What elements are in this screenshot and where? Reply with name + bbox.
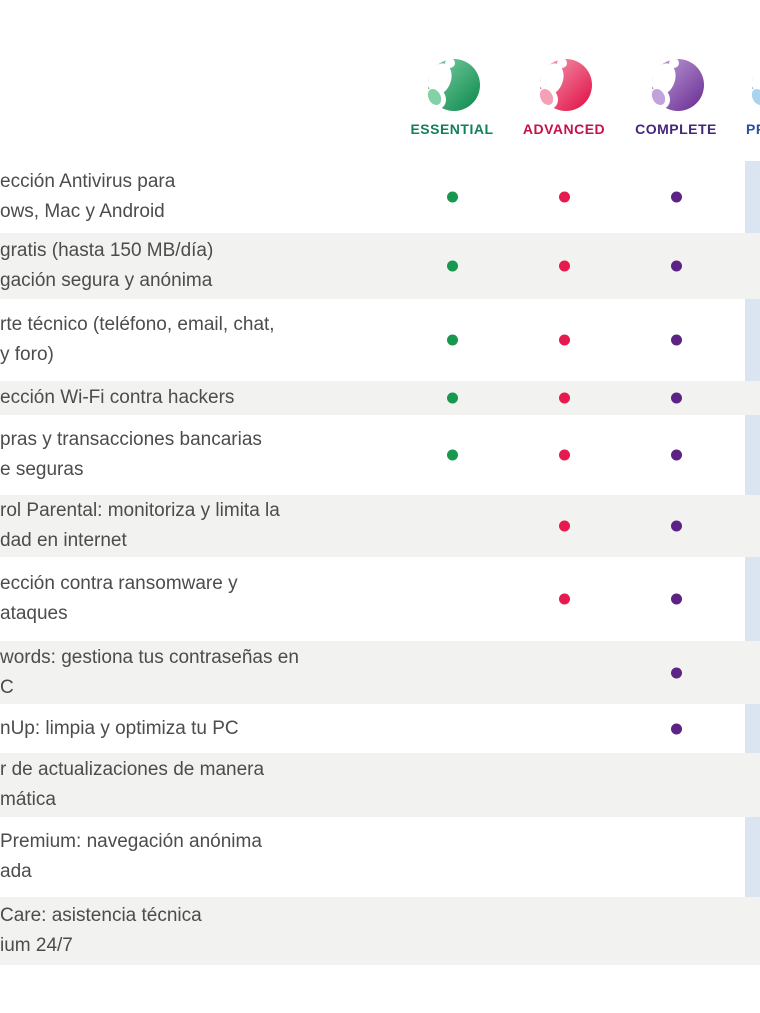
complete-plan-dot [671,723,682,734]
feature-description: ección Antivirus para ows, Mac y Android [0,167,175,227]
feature-description: rol Parental: monitoriza y limita la dad… [0,496,280,556]
complete-plan-dot [671,449,682,461]
advanced-plan-dot [559,449,570,461]
feature-row: gratis (hasta 150 MB/día) gación segura … [0,233,760,299]
feature-row: rte técnico (teléfono, email, chat, y fo… [0,299,760,381]
feature-text-line: ección Wi-Fi contra hackers [0,387,235,408]
panda-logo-icon [650,58,704,111]
feature-description: ección contra ransomware y ataques [0,569,238,629]
feature-row: Care: asistencia técnica ium 24/7 [0,897,760,965]
complete-plan-dot [671,191,682,203]
feature-rows: ección Antivirus para ows, Mac y Android… [0,161,760,965]
feature-description: pras y transacciones bancarias e seguras [0,425,262,485]
feature-text-line: C [0,676,14,698]
complete-plan-dot [671,334,682,346]
feature-row: pras y transacciones bancarias e seguras [0,415,760,495]
feature-text-line: dad en internet [0,530,127,551]
feature-text-line: ección Antivirus para [0,171,176,192]
panda-logo-icon [750,63,760,110]
panda-logo-icon [538,58,592,111]
feature-text-line: ataques [0,603,68,624]
plan-name-label: PR [746,121,760,137]
feature-description: nUp: limpia y optimiza tu PC [0,714,239,744]
feature-text-line: e seguras [0,459,84,480]
plan-column-advanced: ADVANCED [508,58,620,137]
feature-row: rol Parental: monitoriza y limita la dad… [0,495,760,557]
essential-plan-dot [447,260,458,272]
feature-description: Care: asistencia técnica ium 24/7 [0,901,202,961]
feature-description: gratis (hasta 150 MB/día) gación segura … [0,236,213,296]
feature-text-line: mática [0,789,56,810]
advanced-plan-dot [559,334,570,346]
plan-column-complete: COMPLETE [620,58,732,137]
feature-text-line: Care: asistencia técnica [0,905,202,926]
feature-row: ección contra ransomware y ataques [0,557,760,641]
essential-plan-dot [447,334,458,346]
essential-plan-dot [447,191,458,203]
feature-description: rte técnico (teléfono, email, chat, y fo… [0,310,275,370]
feature-text-line: Premium: navegación anónima [0,831,262,852]
feature-text-line: rte técnico (teléfono, email, chat, [0,314,275,335]
feature-text-line: ección contra ransomware y [0,573,238,594]
feature-row: ección Wi-Fi contra hackers [0,381,760,415]
feature-text-line: ada [0,861,32,882]
feature-text-line: rol Parental: monitoriza y limita la [0,500,280,521]
plan-column-essential: ESSENTIAL [396,58,508,137]
feature-text-line: r de actualizaciones de manera [0,759,265,780]
feature-text-line: y foro) [0,344,54,365]
feature-text-line: ium 24/7 [0,935,73,956]
feature-row: words: gestiona tus contraseñas en C [0,641,760,704]
complete-plan-dot [671,392,682,404]
complete-plan-dot [671,520,682,532]
feature-text-line: pras y transacciones bancarias [0,429,262,450]
essential-plan-dot [447,392,458,404]
complete-plan-dot [671,593,682,605]
plan-name-label: ADVANCED [522,121,606,137]
feature-description: ección Wi-Fi contra hackers [0,383,234,413]
feature-text-line: words: gestiona tus contraseñas en [0,646,299,668]
advanced-plan-dot [559,593,570,605]
feature-description: words: gestiona tus contraseñas en C [0,643,299,703]
advanced-plan-dot [559,520,570,532]
advanced-plan-dot [559,260,570,272]
plan-header-row: ESSENTIAL ADVANCED [396,58,760,137]
complete-plan-dot [671,667,682,678]
feature-description: r de actualizaciones de manera mática [0,755,264,815]
panda-logo-icon [426,58,480,111]
feature-row: r de actualizaciones de manera mática [0,753,760,817]
plan-column-premium: PR [732,58,760,137]
complete-plan-dot [671,260,682,272]
essential-plan-dot [447,449,458,461]
feature-row: nUp: limpia y optimiza tu PC [0,704,760,753]
plan-name-label: COMPLETE [635,121,717,137]
feature-row: ección Antivirus para ows, Mac y Android [0,161,760,233]
feature-text-line: gación segura y anónima [0,270,213,291]
plan-name-label: ESSENTIAL [410,121,494,137]
feature-text-line: gratis (hasta 150 MB/día) [0,240,214,261]
advanced-plan-dot [559,191,570,203]
feature-description: Premium: navegación anónima ada [0,827,262,887]
feature-row: Premium: navegación anónima ada [0,817,760,897]
feature-text-line: nUp: limpia y optimiza tu PC [0,717,239,739]
advanced-plan-dot [559,392,570,404]
feature-text-line: ows, Mac y Android [0,201,165,222]
